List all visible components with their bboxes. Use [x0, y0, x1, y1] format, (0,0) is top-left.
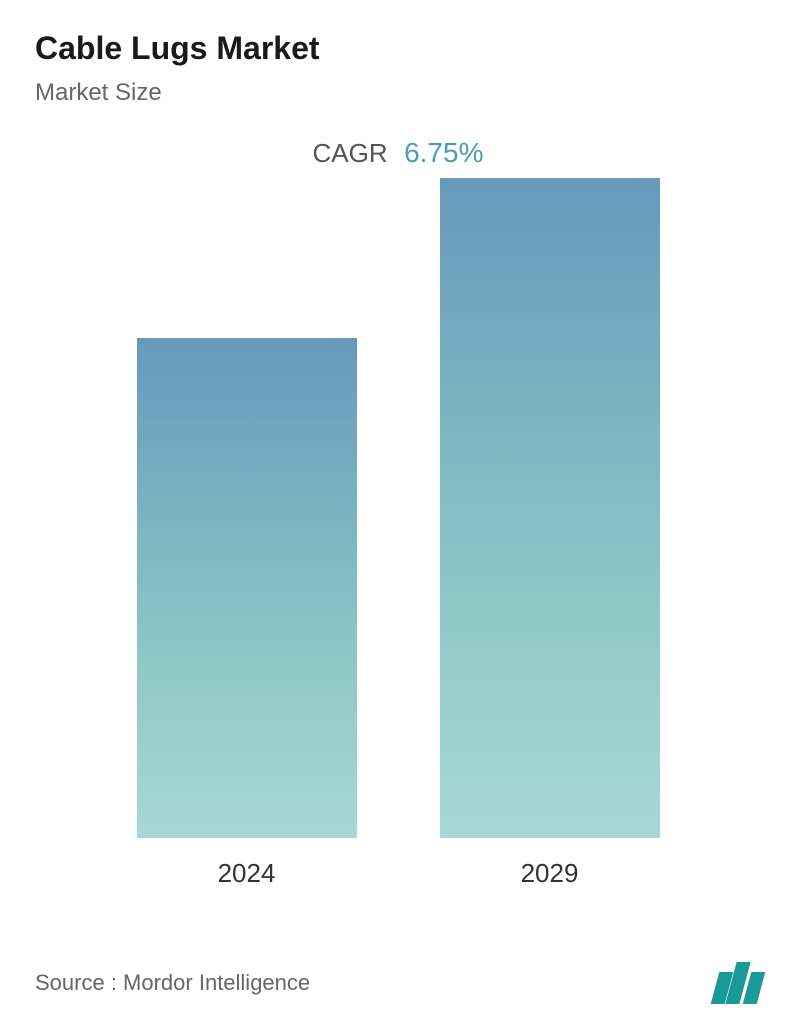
footer: Source : Mordor Intelligence — [35, 962, 761, 1004]
cagr-value: 6.75% — [404, 137, 483, 168]
bar-1 — [440, 178, 660, 838]
chart-area: 2024 2029 — [35, 209, 761, 889]
bar-group-1: 2029 — [440, 178, 660, 889]
bar-group-0: 2024 — [137, 338, 357, 889]
logo-icon — [715, 962, 761, 1004]
bar-label-0: 2024 — [218, 858, 276, 889]
source-text: Source : Mordor Intelligence — [35, 970, 310, 996]
bar-label-1: 2029 — [521, 858, 579, 889]
bar-0 — [137, 338, 357, 838]
chart-title: Cable Lugs Market — [35, 30, 761, 67]
cagr-container: CAGR 6.75% — [35, 137, 761, 169]
chart-subtitle: Market Size — [35, 79, 761, 107]
cagr-label: CAGR — [313, 138, 388, 168]
